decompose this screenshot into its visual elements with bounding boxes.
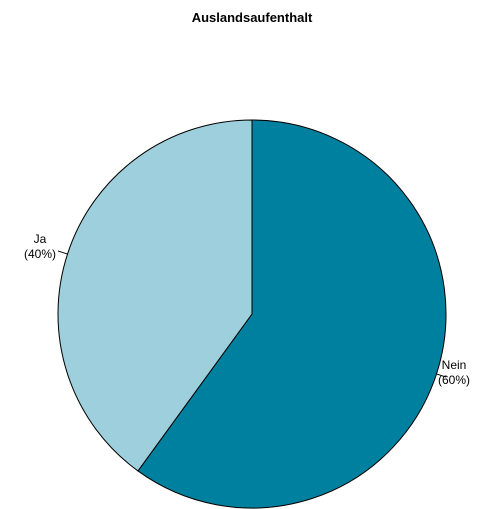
slice-value-label: (60%)	[438, 373, 470, 387]
slice-label: Ja	[34, 232, 47, 246]
pie-slice	[57, 119, 253, 472]
slice-label: Nein	[442, 358, 467, 372]
chart-title: Auslandsaufenthalt	[192, 10, 313, 25]
leader-line	[436, 373, 447, 378]
slice-value-label: (40%)	[24, 247, 56, 261]
leader-line	[57, 250, 68, 255]
